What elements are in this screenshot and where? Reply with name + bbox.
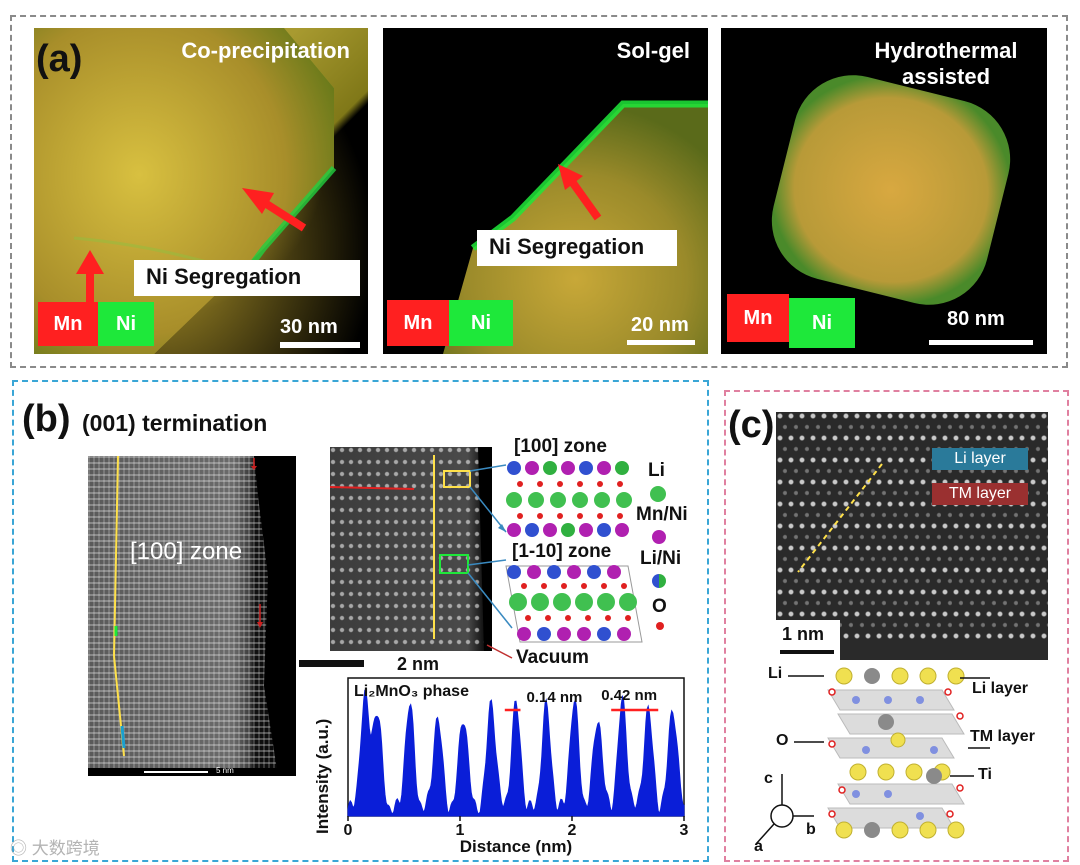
- tile-title: Co-precipitation: [181, 38, 350, 63]
- crystal-model-100: [506, 461, 632, 537]
- atom-legend-o: O: [652, 596, 667, 617]
- panel-c-frame: [724, 390, 1069, 862]
- x-axis-label: Distance (nm): [460, 837, 572, 856]
- ni-segregation-label: Ni Segregation: [477, 230, 677, 266]
- annotation-1-label: 0.14 nm: [526, 689, 582, 706]
- watermark: ◎ 大数跨境: [10, 834, 100, 859]
- legend-ni: Ni: [98, 302, 154, 346]
- diagram-li-layer-label: Li layer: [972, 680, 1029, 697]
- axis-b-label: b: [806, 821, 816, 838]
- diagram-ti-label: Ti: [978, 766, 992, 783]
- eds-map-hydrothermal: Hydrothermal assisted Mn Ni 80 nm: [721, 28, 1047, 354]
- zone-100-label: [100] zone: [514, 436, 607, 457]
- annotation-2-label: 0.42 nm: [601, 687, 657, 704]
- tm-layer-tag: TM layer: [932, 483, 1028, 505]
- eds-map-sol-gel: Sol-gel Ni Segregation Mn Ni 20 nm: [383, 28, 708, 354]
- atom-legend-mnni: Mn/Ni: [636, 504, 688, 525]
- panel-a-label: (a): [36, 38, 83, 80]
- x-tick-label: 2: [568, 822, 577, 839]
- axis-a-label: a: [754, 838, 763, 855]
- atom-sphere-mnni-icon: [652, 530, 666, 544]
- atom-legend-lini: Li/Ni: [640, 548, 682, 569]
- panel-b-frame: [12, 380, 709, 862]
- scale-bar-label: 30 nm: [280, 316, 338, 338]
- li-layer-tag: Li layer: [932, 448, 1028, 470]
- scale-bar-label: 20 nm: [631, 314, 689, 336]
- legend-ni: Ni: [789, 298, 855, 348]
- small-scale-label: 5 nm: [216, 766, 234, 775]
- atom-legend-li: Li: [648, 460, 665, 481]
- scale-bar: [627, 340, 695, 345]
- diagram-li-label: Li: [768, 665, 783, 682]
- legend-mn: Mn: [727, 294, 789, 342]
- mid-scale-label: 2 nm: [397, 654, 440, 674]
- crystal-structure-diagram: [755, 667, 990, 845]
- scale-bar-label: 80 nm: [947, 308, 1005, 330]
- x-tick-label: 1: [456, 822, 465, 839]
- watermark-text: 大数跨境: [31, 839, 100, 858]
- panel-b-label: (b): [22, 398, 71, 440]
- watermark-logo-icon: ◎: [10, 839, 32, 858]
- tile-title: Hydrothermal assisted: [874, 38, 1018, 89]
- y-axis-label: Intensity (a.u.): [313, 719, 332, 834]
- atom-sphere-lini-icon: [652, 574, 666, 588]
- scale-bar: [280, 342, 360, 348]
- ni-segregation-label: Ni Segregation: [134, 260, 360, 296]
- legend-mn: Mn: [387, 300, 449, 346]
- tile-title: Sol-gel: [616, 38, 690, 63]
- haadf-image-zoom: [330, 447, 492, 651]
- axis-c-label: c: [764, 770, 773, 787]
- atom-sphere-o-icon: [656, 622, 664, 630]
- atom-sphere-li-icon: [650, 486, 666, 502]
- zone-110-label: [1-10] zone: [512, 541, 612, 562]
- panel-a-frame: [10, 15, 1068, 368]
- diagram-tm-layer-label: TM layer: [970, 728, 1035, 745]
- intensity-profile-line: [347, 689, 685, 817]
- termination-label: (001) termination: [82, 410, 268, 436]
- scale-bar-c-label: 1 nm: [782, 624, 825, 644]
- legend-ni: Ni: [449, 300, 513, 346]
- chart-title: Li₂MnO₃ phase: [354, 683, 469, 700]
- vacuum-label: Vacuum: [516, 647, 589, 668]
- scale-bar: [929, 340, 1033, 345]
- panel-c-label: (c): [728, 404, 775, 446]
- zone-label: [100] zone: [130, 538, 243, 565]
- legend-mn: Mn: [38, 302, 98, 346]
- crystal-model-1-10: [505, 565, 643, 643]
- mid-scale-bar: [299, 660, 364, 667]
- intensity-profile-chart: 0 1 2 3 Li₂MnO₃ phase 0.14 nm 0.42 nm Inten…: [313, 677, 689, 856]
- haadf-image-large: [100] zone 5 nm: [88, 456, 296, 776]
- x-tick-label: 0: [344, 822, 353, 839]
- diagram-o-label: O: [776, 732, 789, 749]
- eds-map-co-precipitation: Co-precipitation Ni Segregation Mn Ni 30…: [34, 28, 368, 354]
- x-tick-label: 3: [680, 822, 689, 839]
- scale-bar-c: [780, 650, 834, 654]
- haadf-image-panel-c: Li layer TM layer 1 nm: [776, 412, 1048, 660]
